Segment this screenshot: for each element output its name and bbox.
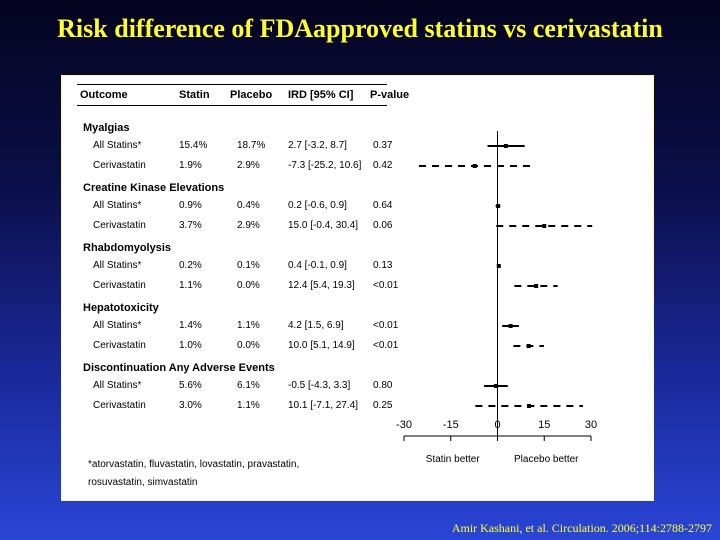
point-estimate — [526, 344, 531, 348]
group-label: Rhabdomyolysis — [83, 242, 172, 254]
ird-value: -0.5 [-4.3, 3.3] — [288, 380, 351, 391]
statin-value: 1.4% — [179, 320, 202, 331]
ird-value: 0.4 [-0.1, 0.9] — [288, 260, 347, 271]
x-tick-label: 15 — [538, 419, 550, 431]
top-rule — [77, 84, 387, 85]
placebo-value: 0.1% — [237, 260, 260, 271]
footnote-line-2: rosuvastatin, simvastatin — [88, 477, 198, 488]
placebo-value: 6.1% — [237, 380, 260, 391]
point-estimate — [493, 384, 498, 388]
pvalue: <0.01 — [373, 280, 399, 291]
right-direction-label: Placebo better — [514, 454, 579, 465]
header-pvalue: P-value — [370, 89, 410, 101]
point-estimate — [508, 324, 513, 328]
placebo-value: 0.0% — [237, 280, 260, 291]
placebo-value: 0.4% — [237, 200, 260, 211]
point-estimate — [534, 284, 539, 288]
group-label: Creatine Kinase Elevations — [83, 182, 225, 194]
ird-value: 12.4 [5.4, 19.3] — [288, 280, 355, 291]
pvalue: 0.25 — [373, 400, 393, 411]
ird-value: 15.0 [-0.4, 30.4] — [288, 220, 359, 231]
pvalue: 0.37 — [373, 140, 393, 151]
point-estimate — [472, 164, 477, 168]
placebo-value: 2.9% — [237, 220, 260, 231]
forest-plot: -30 -15 0 15 30 Statin better Placebo better — [396, 131, 597, 465]
statin-value: 5.6% — [179, 380, 202, 391]
x-tick-label: -30 — [396, 419, 412, 431]
results-table: Outcome Statin Placebo IRD [95% CI] P-value M… — [62, 76, 653, 500]
row-label: Cerivastatin — [93, 160, 146, 171]
citation: Amir Kashani, et al. Circulation. 2006;1… — [451, 521, 712, 535]
placebo-value: 1.1% — [237, 320, 260, 331]
group-label: Hepatotoxicity — [83, 302, 159, 314]
ird-value: -7.3 [-25.2, 10.6] — [288, 160, 362, 171]
row-label: Cerivastatin — [93, 400, 146, 411]
placebo-value: 18.7% — [237, 140, 266, 151]
point-estimate — [542, 224, 547, 228]
row-label: All Statins* — [93, 200, 142, 211]
header-outcome: Outcome — [80, 89, 128, 101]
left-direction-label: Statin better — [426, 454, 481, 465]
ird-value: 10.1 [-7.1, 27.4] — [288, 400, 359, 411]
statin-value: 15.4% — [179, 140, 208, 151]
row-label: Cerivastatin — [93, 220, 146, 231]
pvalue: <0.01 — [373, 320, 399, 331]
header-statin: Statin — [179, 89, 210, 101]
x-tick-label: 0 — [494, 419, 500, 431]
forest-plot-panel: Outcome Statin Placebo IRD [95% CI] P-value M… — [61, 75, 654, 501]
statin-value: 1.9% — [179, 160, 202, 171]
statin-value: 1.1% — [179, 280, 202, 291]
row-label: All Statins* — [93, 260, 142, 271]
header-ird: IRD [95% CI] — [288, 89, 354, 101]
x-tick-label: 30 — [585, 419, 597, 431]
placebo-value: 2.9% — [237, 160, 260, 171]
point-estimate — [503, 144, 508, 148]
pvalue: 0.64 — [373, 200, 393, 211]
statin-value: 3.0% — [179, 400, 202, 411]
placebo-value: 0.0% — [237, 340, 260, 351]
group-label: Myalgias — [83, 122, 130, 134]
pvalue: 0.13 — [373, 260, 393, 271]
row-label: Cerivastatin — [93, 340, 146, 351]
statin-value: 3.7% — [179, 220, 202, 231]
footnote-line-1: *atorvastatin, fluvastatin, lovastatin, … — [88, 459, 300, 470]
statin-value: 0.2% — [179, 260, 202, 271]
point-estimate — [496, 204, 501, 208]
row-label: All Statins* — [93, 320, 142, 331]
ird-value: 10.0 [5.1, 14.9] — [288, 340, 355, 351]
pvalue: <0.01 — [373, 340, 399, 351]
row-label: All Statins* — [93, 380, 142, 391]
pvalue: 0.42 — [373, 160, 393, 171]
point-estimate — [496, 264, 501, 268]
slide-title: Risk difference of FDAapproved statins v… — [57, 14, 663, 43]
point-estimate — [526, 404, 531, 408]
pvalue: 0.06 — [373, 220, 393, 231]
header-rule — [77, 105, 387, 106]
x-tick-label: -15 — [443, 419, 459, 431]
ird-value: 0.2 [-0.6, 0.9] — [288, 200, 347, 211]
ird-value: 2.7 [-3.2, 8.7] — [288, 140, 347, 151]
ird-value: 4.2 [1.5, 6.9] — [288, 320, 344, 331]
header-placebo: Placebo — [230, 89, 273, 101]
row-label: Cerivastatin — [93, 280, 146, 291]
placebo-value: 1.1% — [237, 400, 260, 411]
row-label: All Statins* — [93, 140, 142, 151]
statin-value: 1.0% — [179, 340, 202, 351]
statin-value: 0.9% — [179, 200, 202, 211]
pvalue: 0.80 — [373, 380, 393, 391]
group-label: Discontinuation Any Adverse Events — [83, 362, 275, 374]
